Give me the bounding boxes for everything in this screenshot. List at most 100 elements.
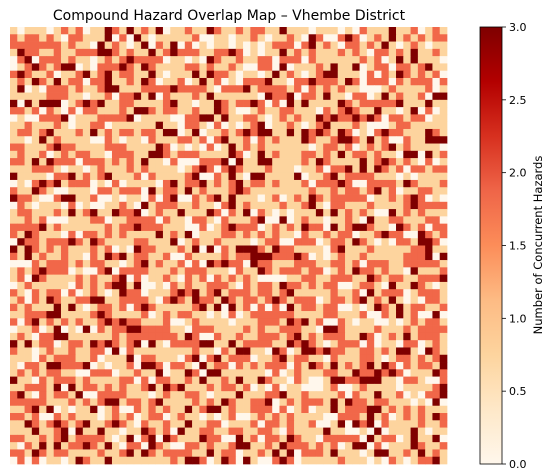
heatmap-cell — [410, 325, 419, 334]
heatmap-cell — [396, 311, 404, 319]
heatmap-cell — [206, 230, 215, 239]
heatmap-cell — [31, 318, 40, 326]
heatmap-cell — [53, 456, 62, 465]
heatmap-cell — [213, 369, 222, 377]
heatmap-cell — [46, 223, 55, 232]
heatmap-cell — [432, 107, 441, 115]
heatmap-cell — [82, 230, 91, 239]
heatmap-cell — [104, 77, 113, 86]
heatmap-cell — [315, 209, 324, 217]
heatmap-cell — [396, 34, 404, 42]
heatmap-cell — [272, 354, 280, 363]
heatmap-cell — [257, 128, 266, 137]
heatmap-cell — [184, 347, 193, 356]
heatmap-cell — [141, 296, 149, 305]
heatmap-cell — [366, 136, 375, 144]
heatmap-cell — [403, 209, 411, 217]
heatmap-cell — [250, 121, 258, 130]
heatmap-cell — [315, 413, 324, 421]
heatmap-cell — [228, 172, 237, 181]
heatmap-cell — [90, 456, 98, 465]
heatmap-cell — [46, 107, 55, 115]
heatmap-cell — [432, 223, 441, 232]
heatmap-cell — [119, 128, 127, 137]
heatmap-cell — [97, 194, 106, 203]
heatmap-cell — [213, 274, 222, 283]
heatmap-cell — [228, 92, 237, 101]
heatmap-cell — [104, 318, 113, 326]
heatmap-cell — [417, 413, 426, 421]
heatmap-cell — [381, 354, 390, 363]
heatmap-cell — [366, 223, 375, 232]
heatmap-cell — [345, 143, 353, 152]
heatmap-cell — [374, 107, 382, 115]
heatmap-cell — [39, 107, 47, 115]
heatmap-cell — [315, 41, 324, 50]
heatmap-cell — [235, 85, 244, 93]
heatmap-cell — [388, 281, 397, 290]
heatmap-cell — [221, 456, 229, 465]
heatmap-cell — [17, 136, 25, 144]
heatmap-cell — [141, 165, 149, 174]
heatmap-cell — [97, 107, 106, 115]
heatmap-cell — [192, 121, 200, 130]
heatmap-cell — [192, 427, 200, 436]
heatmap-cell — [315, 267, 324, 275]
heatmap-cell — [359, 369, 368, 377]
heatmap-cell — [221, 209, 229, 217]
heatmap-cell — [17, 27, 25, 35]
heatmap-cell — [323, 187, 331, 195]
heatmap-cell — [10, 77, 18, 86]
heatmap-cell — [228, 27, 237, 35]
heatmap-cell — [301, 252, 309, 261]
heatmap-cell — [199, 143, 207, 152]
heatmap-cell — [374, 456, 382, 465]
heatmap-cell — [46, 311, 55, 319]
heatmap-cell — [126, 296, 135, 305]
heatmap-cell — [97, 442, 106, 450]
heatmap-cell — [323, 413, 331, 421]
heatmap-cell — [417, 223, 426, 232]
heatmap-cell — [90, 63, 98, 72]
heatmap-cell — [68, 238, 76, 246]
heatmap-cell — [279, 223, 288, 232]
heatmap-cell — [184, 281, 193, 290]
heatmap-cell — [308, 289, 317, 297]
heatmap-cell — [126, 405, 135, 414]
heatmap-cell — [388, 158, 397, 166]
heatmap-cell — [68, 296, 76, 305]
heatmap-cell — [279, 281, 288, 290]
heatmap-cell — [308, 340, 317, 348]
heatmap-cell — [39, 274, 47, 283]
heatmap-cell — [53, 332, 62, 341]
heatmap-cell — [184, 34, 193, 42]
heatmap-cell — [243, 303, 251, 312]
heatmap-cell — [60, 311, 69, 319]
heatmap-cell — [82, 252, 91, 261]
heatmap-cell — [75, 332, 84, 341]
heatmap-cell — [279, 209, 288, 217]
heatmap-cell — [235, 158, 244, 166]
heatmap-cell — [432, 340, 441, 348]
heatmap-cell — [155, 223, 164, 232]
heatmap-cell — [425, 296, 433, 305]
heatmap-cell — [250, 311, 258, 319]
heatmap-cell — [235, 107, 244, 115]
heatmap-cell — [213, 77, 222, 86]
heatmap-cell — [148, 48, 157, 57]
heatmap-cell — [199, 172, 207, 181]
heatmap-cell — [206, 85, 215, 93]
heatmap-cell — [177, 383, 186, 392]
heatmap-cell — [221, 70, 229, 79]
heatmap-cell — [213, 172, 222, 181]
heatmap-cell — [162, 70, 171, 79]
heatmap-cell — [24, 369, 33, 377]
heatmap-cell — [24, 267, 33, 275]
heatmap-cell — [228, 121, 237, 130]
heatmap-cell — [374, 405, 382, 414]
heatmap-cell — [243, 325, 251, 334]
heatmap-cell — [126, 136, 135, 144]
heatmap-cell — [250, 238, 258, 246]
heatmap-cell — [111, 194, 120, 203]
heatmap-cell — [126, 121, 135, 130]
